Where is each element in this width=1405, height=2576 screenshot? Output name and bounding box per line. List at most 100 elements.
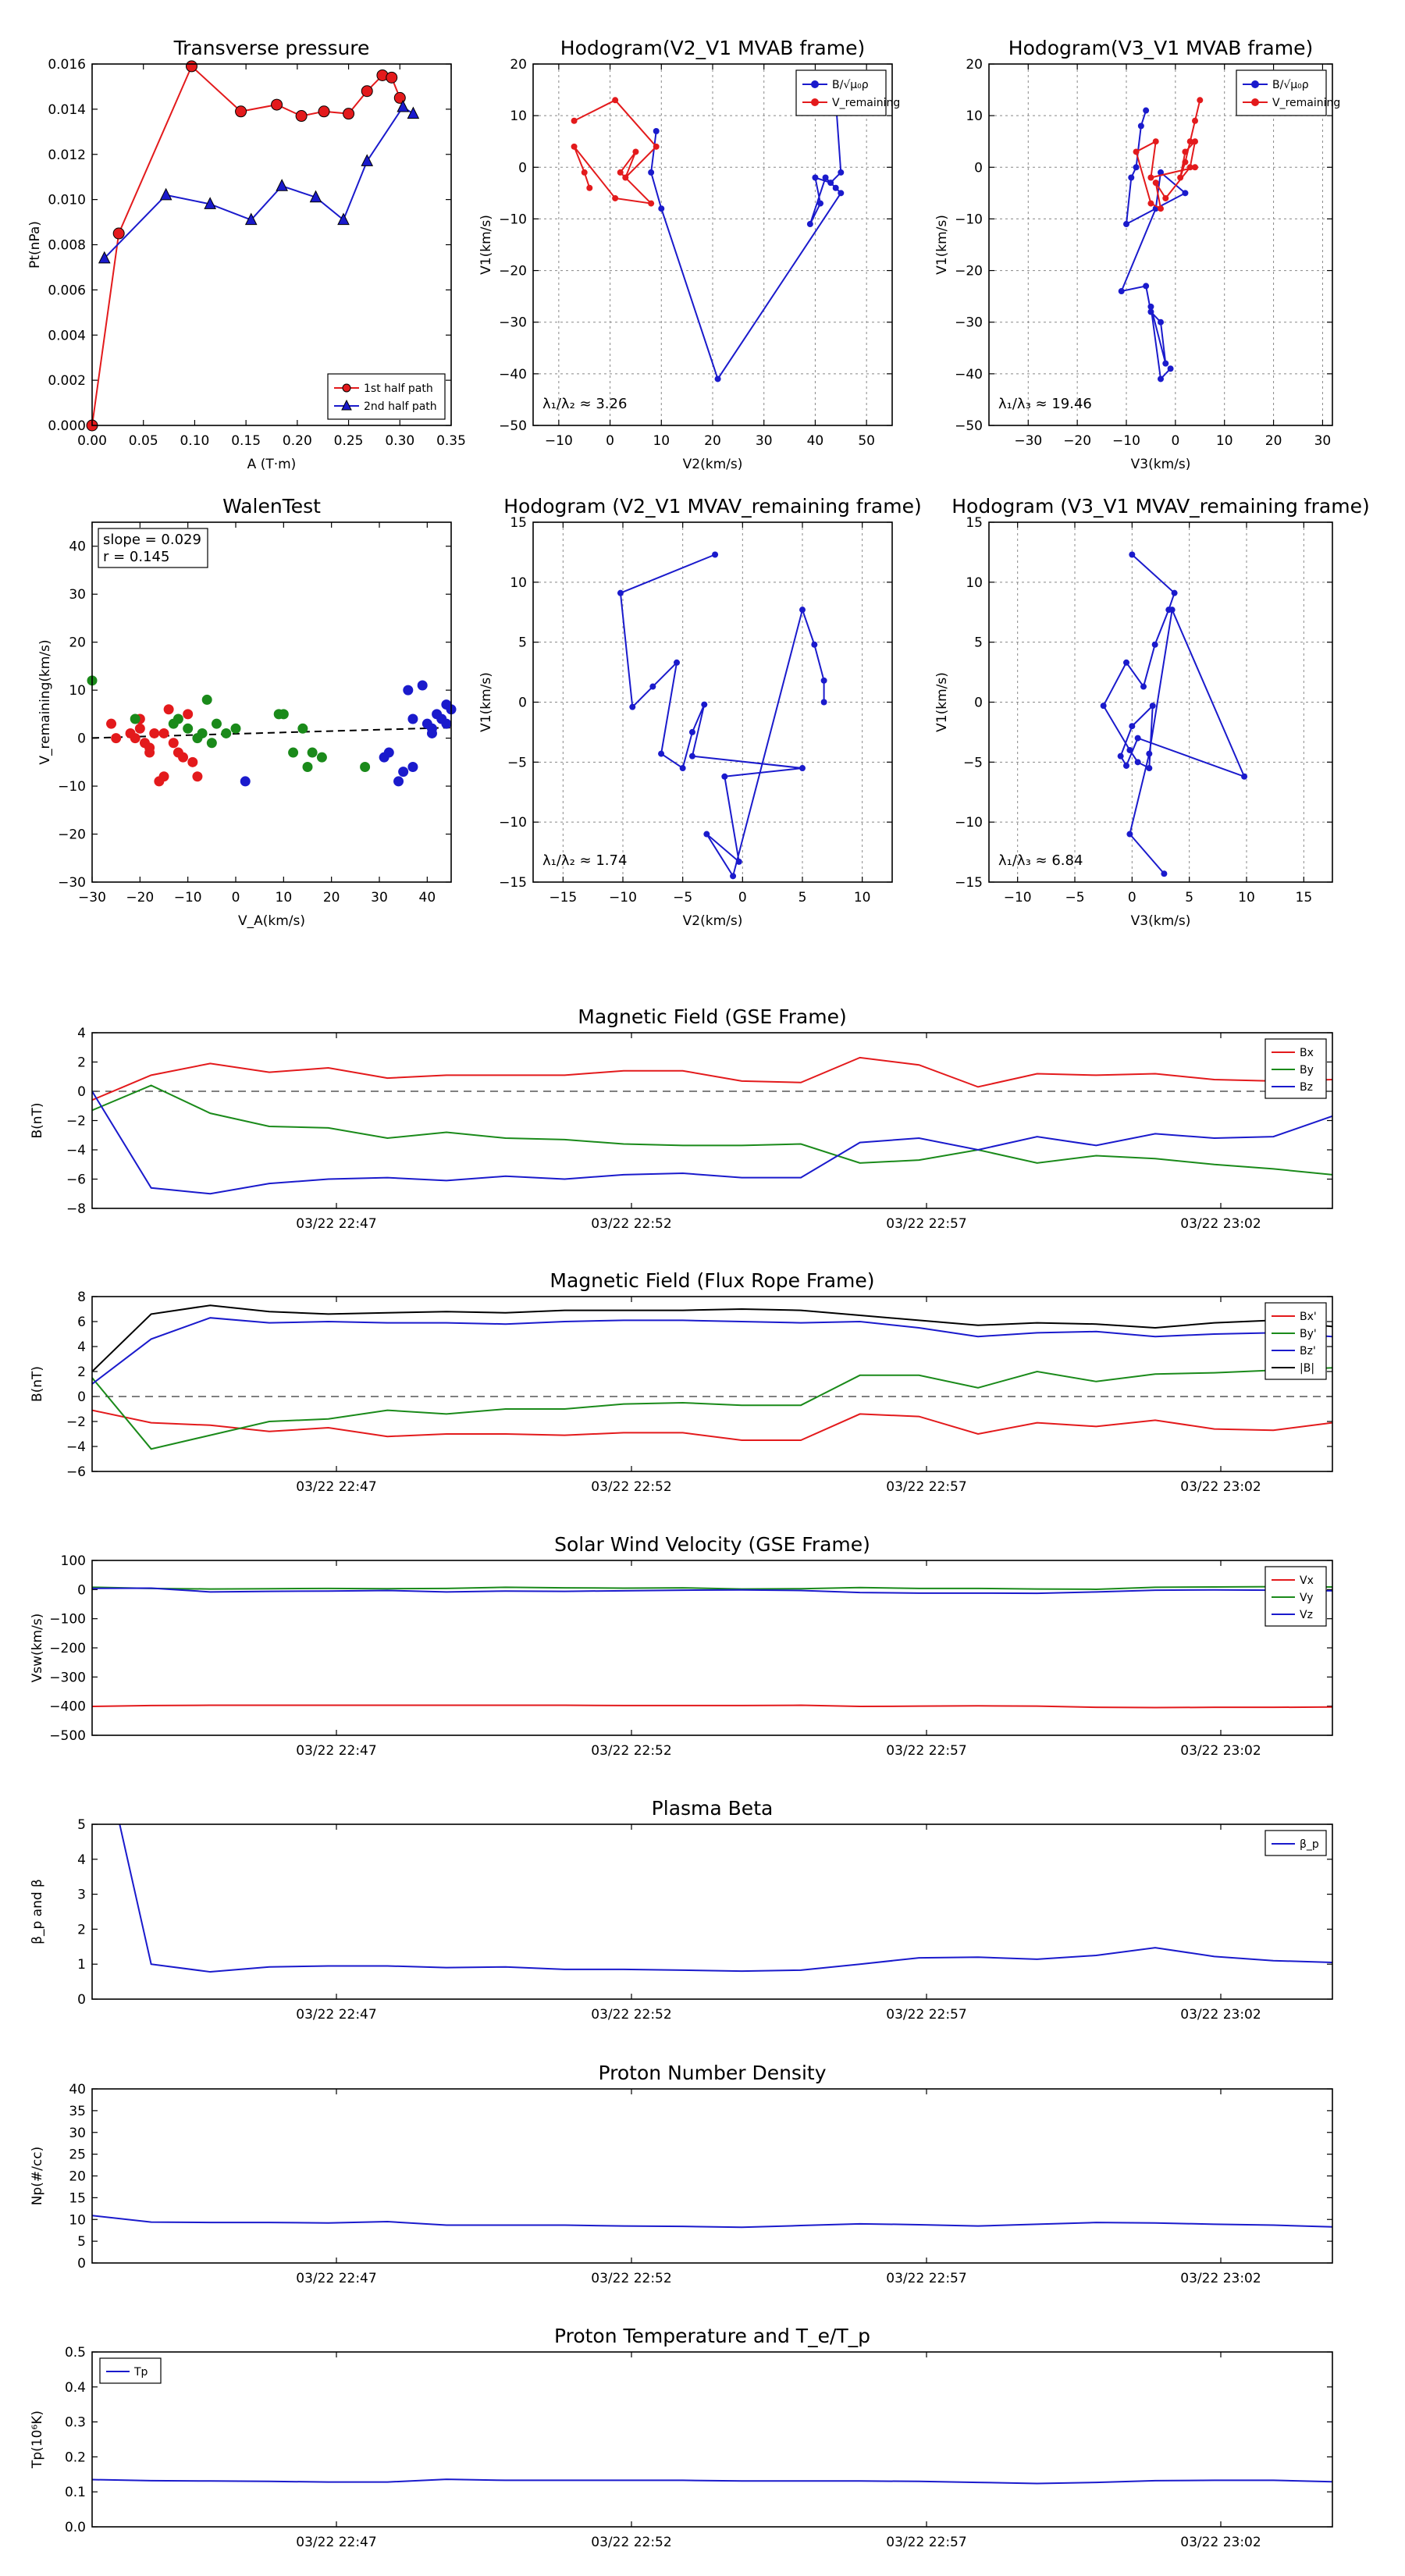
x-tick-label: 0.10: [180, 433, 209, 449]
x-tick-label: 03/22 22:57: [886, 2007, 966, 2023]
data-point: [581, 169, 588, 176]
data-point: [1123, 221, 1129, 228]
x-tick-label: −20: [126, 890, 154, 906]
x-axis-label: V2(km/s): [683, 913, 743, 929]
x-tick-label: −10: [545, 433, 573, 449]
y-tick-label: 4: [77, 1852, 86, 1868]
x-tick-label: −5: [673, 890, 692, 906]
x-tick-label: 0.20: [283, 433, 312, 449]
y-tick-label: 0: [77, 2256, 86, 2272]
y-tick-label: 5: [518, 635, 527, 651]
data-point: [820, 677, 827, 684]
y-tick-label: −300: [49, 1670, 86, 1685]
data-point: [178, 752, 189, 763]
data-point: [1143, 283, 1150, 290]
x-tick-label: 30: [371, 890, 388, 906]
y-tick-label: 6: [77, 1315, 86, 1330]
legend: B/√μ₀ρ V_remaining: [795, 69, 900, 116]
data-point: [703, 831, 710, 838]
legend: β_p: [1264, 1830, 1327, 1856]
data-point: [1167, 365, 1174, 372]
x-tick-label: 03/22 22:47: [296, 2535, 376, 2550]
data-point: [622, 174, 629, 181]
series-line: [92, 1091, 1332, 1195]
legend: Vx Vy Vz: [1264, 1566, 1327, 1627]
legend: Bx' By' Bz' |B|: [1264, 1302, 1327, 1380]
data-point: [201, 694, 212, 705]
y-tick-label: −8: [66, 1201, 86, 1217]
y-tick-label: 30: [69, 587, 86, 603]
data-point: [1146, 765, 1153, 772]
plot-frame: [91, 1560, 1333, 1736]
y-tick-label: −10: [58, 779, 86, 795]
legend-marker: [342, 383, 351, 393]
x-tick-label: 5: [799, 890, 807, 906]
data-point: [230, 723, 241, 734]
y-tick-label: 0.000: [48, 418, 86, 434]
y-tick-label: −5: [963, 755, 983, 770]
legend-label: 1st half path: [364, 382, 433, 395]
plot-frame: [91, 63, 452, 426]
data-point: [197, 728, 208, 738]
data-point: [192, 771, 203, 782]
y-tick-label: −6: [66, 1464, 86, 1480]
data-point: [1182, 190, 1189, 197]
data-point: [827, 180, 834, 187]
y-tick-label: −40: [499, 367, 527, 382]
data-point: [688, 728, 695, 735]
y-tick-label: −5: [507, 755, 527, 770]
x-tick-label: 03/22 22:47: [296, 1743, 376, 1759]
x-tick-label: 20: [1265, 433, 1282, 449]
stats-frame: [98, 528, 208, 568]
series-line: [92, 1056, 1332, 1101]
y-tick-label: 0.012: [48, 148, 86, 163]
chart-vsw: Solar Wind Velocity (GSE Frame) Vsw(km/s)…: [30, 1533, 1333, 1759]
data-point: [617, 589, 624, 596]
data-point: [168, 738, 179, 749]
data-point: [1192, 138, 1198, 145]
x-tick-label: 03/22 22:57: [886, 1479, 966, 1495]
series-line: [92, 1587, 1332, 1595]
data-point: [383, 747, 394, 758]
data-point: [648, 169, 655, 176]
y-tick-label: 4: [77, 1340, 86, 1355]
data-point: [206, 738, 217, 749]
chart-title: Hodogram(V3_V1 MVAB frame): [1008, 37, 1313, 59]
x-tick-label: 15: [1296, 890, 1313, 906]
data-point: [276, 179, 288, 191]
x-tick-label: 0.30: [385, 433, 414, 449]
y-tick-label: −30: [955, 315, 983, 331]
x-tick-label: 03/22 22:52: [591, 1743, 671, 1759]
data-point: [1186, 164, 1193, 171]
chart-title: Plasma Beta: [652, 1797, 774, 1820]
x-tick-label: 10: [1216, 433, 1233, 449]
data-point: [221, 728, 232, 738]
plot-frame: [91, 1823, 1333, 2000]
data-point: [1140, 683, 1147, 690]
eigenvalue-ratio: λ₁/λ₃ ≈ 6.84: [998, 852, 1083, 869]
y-tick-label: 0: [77, 1582, 86, 1598]
x-tick-label: 03/22 23:02: [1180, 1743, 1261, 1759]
data-point: [204, 197, 216, 209]
y-tick-label: 10: [69, 2212, 86, 2228]
series-line: [92, 1084, 1332, 1176]
data-point: [235, 105, 247, 118]
chart-title: Hodogram (V3_V1 MVAV_remaining frame): [951, 495, 1370, 518]
data-point: [1118, 288, 1125, 295]
x-tick-label: 03/22 22:52: [591, 2007, 671, 2023]
data-point: [674, 659, 680, 666]
legend-box: [795, 69, 887, 116]
x-tick-label: 0.00: [77, 433, 107, 449]
y-tick-label: 3: [77, 1888, 86, 1903]
legend-label: B/√μ₀ρ: [1272, 79, 1309, 91]
chart-bgse: Magnetic Field (GSE Frame) B(nT) −8 −6 −4 −2 0…: [30, 1005, 1333, 1232]
x-tick-label: 0.05: [129, 433, 158, 449]
legend-label: Bz: [1300, 1081, 1313, 1094]
y-tick-label: 20: [69, 2169, 86, 2185]
x-axis-label: A (T·m): [247, 457, 297, 472]
y-tick-label: 40: [69, 2082, 86, 2097]
data-point: [318, 105, 330, 118]
x-tick-label: 0: [738, 890, 747, 906]
data-point: [1100, 703, 1107, 710]
y-tick-label: −30: [499, 315, 527, 331]
